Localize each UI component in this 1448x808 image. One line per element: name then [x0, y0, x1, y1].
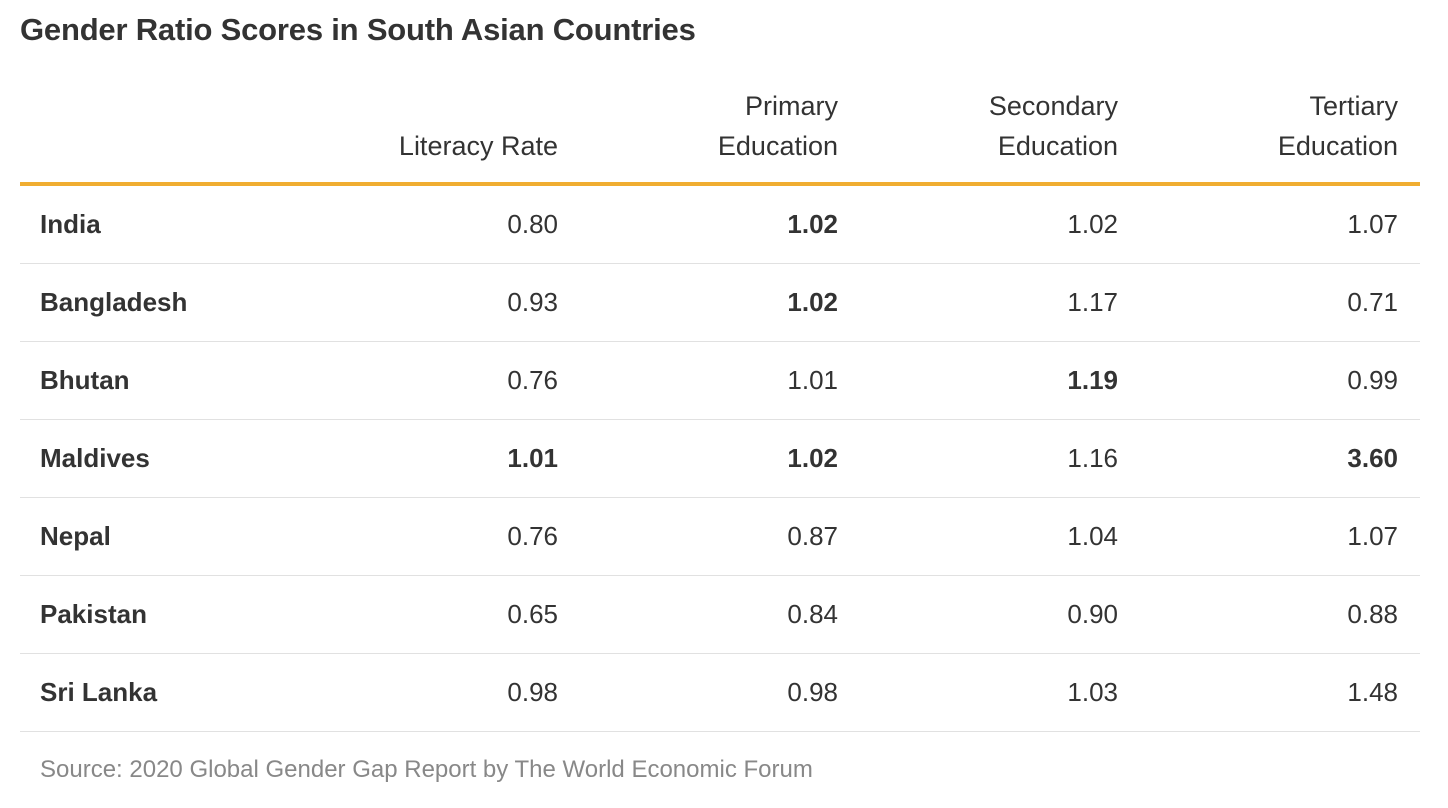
- value-cell: 0.71: [1347, 287, 1398, 317]
- value-cell: 0.90: [1067, 599, 1118, 629]
- column-header-line: Primary: [745, 91, 838, 121]
- table-title: Gender Ratio Scores in South Asian Count…: [20, 12, 696, 47]
- column-header-line: Secondary: [988, 91, 1118, 121]
- value-cell: 0.80: [507, 209, 558, 239]
- value-cell: 0.99: [1347, 365, 1398, 395]
- column-header-line: Education: [997, 131, 1118, 161]
- value-cell: 1.16: [1067, 443, 1118, 473]
- table-row: Pakistan 0.65 0.84 0.90 0.88: [20, 576, 1420, 654]
- column-header-line: Education: [717, 131, 838, 161]
- value-cell: 3.60: [1347, 443, 1398, 473]
- country-name: India: [40, 209, 101, 239]
- value-cell: 0.65: [507, 599, 558, 629]
- value-cell: 1.03: [1067, 677, 1118, 707]
- value-cell: 0.88: [1347, 599, 1398, 629]
- column-header-secondary-education: Secondary Education: [858, 86, 1118, 166]
- value-cell: 1.04: [1067, 521, 1118, 551]
- value-cell: 0.76: [507, 365, 558, 395]
- column-header-line: Literacy Rate: [398, 131, 558, 161]
- value-cell: 0.76: [507, 521, 558, 551]
- value-cell: 1.07: [1347, 209, 1398, 239]
- country-name: Maldives: [40, 443, 150, 473]
- value-cell: 0.87: [787, 521, 838, 551]
- country-name: Bhutan: [40, 365, 130, 395]
- table-body: India 0.80 1.02 1.02 1.07 Bangladesh 0.93 1.02 1…: [20, 186, 1420, 732]
- country-name: Bangladesh: [40, 287, 188, 317]
- value-cell: 1.19: [1067, 365, 1118, 395]
- table-row: Bangladesh 0.93 1.02 1.17 0.71: [20, 264, 1420, 342]
- table-row: India 0.80 1.02 1.02 1.07: [20, 186, 1420, 264]
- value-cell: 1.02: [787, 443, 838, 473]
- column-header-line: Education: [1277, 131, 1398, 161]
- value-cell: 1.48: [1347, 677, 1398, 707]
- value-cell: 1.07: [1347, 521, 1398, 551]
- country-name: Nepal: [40, 521, 111, 551]
- column-header-primary-education: Primary Education: [578, 86, 838, 166]
- value-cell: 1.02: [1067, 209, 1118, 239]
- value-cell: 1.17: [1067, 287, 1118, 317]
- value-cell: 1.02: [787, 287, 838, 317]
- value-cell: 0.93: [507, 287, 558, 317]
- table-row: Maldives 1.01 1.02 1.16 3.60: [20, 420, 1420, 498]
- table-row: Sri Lanka 0.98 0.98 1.03 1.48: [20, 654, 1420, 732]
- country-name: Pakistan: [40, 599, 147, 629]
- value-cell: 1.01: [787, 365, 838, 395]
- value-cell: 0.98: [787, 677, 838, 707]
- column-header-literacy-rate: Literacy Rate: [298, 126, 558, 166]
- value-cell: 1.02: [787, 209, 838, 239]
- value-cell: 0.84: [787, 599, 838, 629]
- value-cell: 1.01: [507, 443, 558, 473]
- data-table: Literacy Rate Primary Education Secondar…: [20, 86, 1420, 732]
- table-row: Nepal 0.76 0.87 1.04 1.07: [20, 498, 1420, 576]
- value-cell: 0.98: [507, 677, 558, 707]
- source-note: Source: 2020 Global Gender Gap Report by…: [40, 756, 813, 783]
- column-header-line: Tertiary: [1309, 91, 1398, 121]
- table-header: Literacy Rate Primary Education Secondar…: [20, 86, 1420, 186]
- country-name: Sri Lanka: [40, 677, 158, 707]
- table-row: Bhutan 0.76 1.01 1.19 0.99: [20, 342, 1420, 420]
- column-header-tertiary-education: Tertiary Education: [1138, 86, 1398, 166]
